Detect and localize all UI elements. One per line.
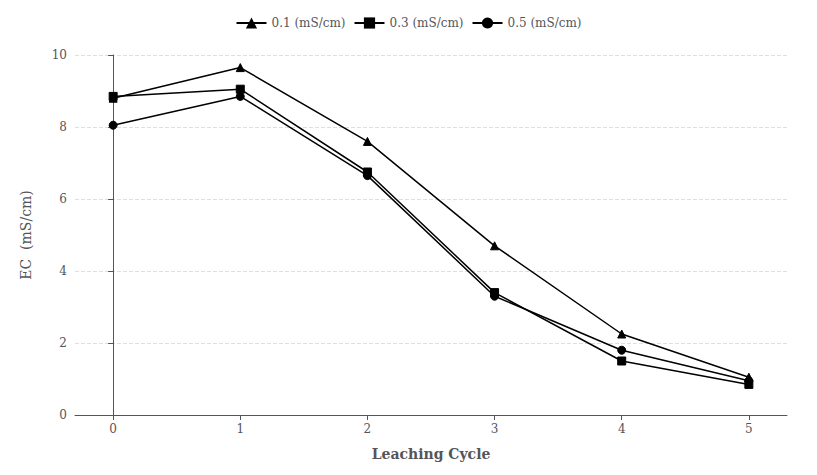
svg-text:0.5 (mS/cm): 0.5 (mS/cm) [508, 16, 582, 30]
svg-text:10: 10 [52, 48, 67, 62]
svg-text:4: 4 [618, 422, 626, 436]
svg-text:0.3 (mS/cm): 0.3 (mS/cm) [389, 16, 463, 30]
svg-text:8: 8 [59, 120, 67, 134]
svg-text:3: 3 [491, 422, 499, 436]
svg-text:6: 6 [59, 192, 67, 206]
svg-text:1: 1 [236, 422, 244, 436]
svg-text:0: 0 [59, 408, 67, 422]
svg-text:Leaching Cycle: Leaching Cycle [372, 446, 491, 462]
svg-text:2: 2 [59, 336, 67, 350]
svg-text:5: 5 [745, 422, 753, 436]
svg-text:2: 2 [364, 422, 372, 436]
svg-text:EC (mS/cm): EC (mS/cm) [18, 190, 34, 279]
svg-text:0.1 (mS/cm): 0.1 (mS/cm) [271, 16, 345, 30]
svg-text:0: 0 [109, 422, 117, 436]
svg-text:4: 4 [59, 264, 67, 278]
